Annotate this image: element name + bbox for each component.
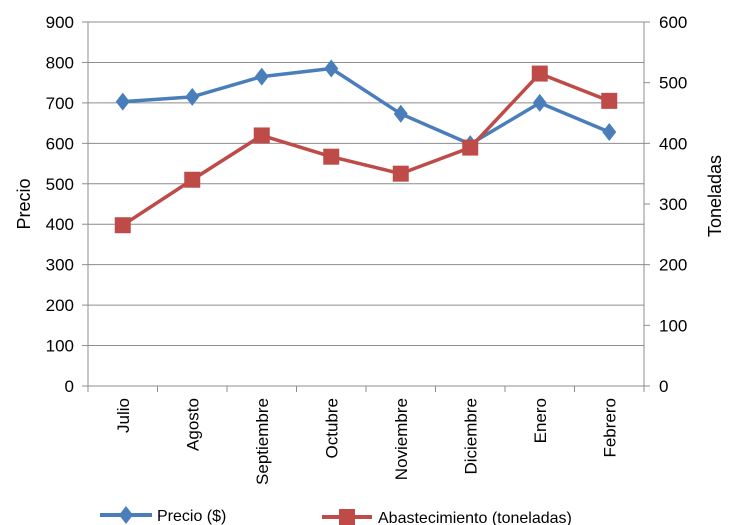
y-axis-title: Precio	[14, 178, 34, 229]
y-tick-label: 300	[46, 256, 74, 275]
data-point	[531, 65, 548, 82]
series-group	[114, 59, 618, 234]
x-tick-label: Febrero	[600, 398, 619, 458]
y2-axis-title: Toneladas	[705, 155, 725, 237]
legend-marker-abastecimiento	[339, 509, 355, 525]
x-tick-label: Julio	[114, 398, 133, 433]
y2-tick-label: 100	[659, 316, 687, 335]
x-tick-label: Noviembre	[392, 398, 411, 480]
data-point	[185, 87, 200, 106]
data-point	[323, 148, 340, 165]
y-tick-label: 400	[46, 215, 74, 234]
y-tick-label: 200	[46, 296, 74, 315]
series-line-0	[122, 66, 610, 146]
data-point	[324, 59, 339, 78]
data-point	[601, 92, 618, 109]
data-point	[532, 93, 547, 112]
y-tick-label: 800	[46, 53, 74, 72]
x-axis-tick-labels: Julio Agosto Septiembre Octubre Noviembre Dic…	[114, 398, 620, 485]
x-tick-label: Enero	[531, 398, 550, 443]
legend-label-abastecimiento: Abastecimiento (toneladas)	[378, 510, 572, 525]
x-tick-label: Diciembre	[461, 398, 480, 475]
legend-marker-precio	[119, 506, 133, 524]
y2-tick-label: 300	[659, 195, 687, 214]
y2-tick-label: 500	[659, 74, 687, 93]
data-point	[115, 92, 130, 111]
y-axis-tick-labels: 0 100 200 300 400 500 600 700 800 900	[46, 13, 74, 396]
y-tick-label: 600	[46, 134, 74, 153]
y-tick-label: 100	[46, 337, 74, 356]
axes	[82, 21, 650, 392]
legend-label-precio: Precio ($)	[157, 508, 226, 525]
data-point	[254, 67, 269, 86]
y2-axis-tick-labels: 0 100 200 300 400 500 600	[659, 13, 687, 396]
y2-tick-label: 400	[659, 134, 687, 153]
data-point	[602, 123, 617, 142]
y-tick-label: 900	[46, 13, 74, 32]
legend-item-precio: Precio ($)	[100, 506, 226, 525]
series-line-1	[121, 71, 610, 227]
data-point	[184, 171, 201, 188]
x-tick-label: Octubre	[322, 398, 341, 458]
y2-tick-label: 600	[659, 13, 687, 32]
data-point	[392, 165, 409, 182]
data-point	[253, 127, 270, 144]
y-tick-label: 0	[65, 377, 74, 396]
gridlines	[88, 21, 644, 387]
data-point	[114, 217, 131, 234]
x-tick-label: Agosto	[183, 398, 202, 451]
legend-item-abastecimiento: Abastecimiento (toneladas)	[322, 509, 572, 525]
y-tick-label: 500	[46, 175, 74, 194]
legend: Precio ($) Abastecimiento (toneladas)	[100, 506, 572, 525]
x-tick-label: Septiembre	[253, 398, 272, 485]
y-tick-label: 700	[46, 94, 74, 113]
data-point	[462, 139, 479, 156]
y2-tick-label: 0	[659, 377, 668, 396]
data-point	[393, 104, 408, 123]
y2-tick-label: 200	[659, 256, 687, 275]
